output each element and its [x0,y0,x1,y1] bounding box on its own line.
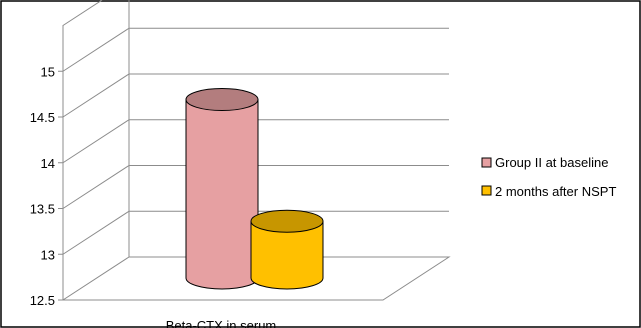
bar-1-body [185,99,259,290]
y-tick-label: 14.5 [30,110,55,125]
bar-1-top [185,88,259,112]
gridline [62,27,449,72]
bar-2-top [250,209,324,233]
category-label: Beta-CTX in serum [166,318,277,328]
gridline [62,119,449,164]
y-tick-label: 12.5 [30,293,55,308]
y-tick-label: 13.5 [30,202,55,217]
legend-label-series-1: Group II at baseline [495,155,608,170]
bar-1 [185,88,259,290]
y-tick-label: 14 [41,156,55,171]
bar-2-body [250,220,324,290]
legend-swatch-series-2 [481,185,492,196]
y-axis-ticks: 12.5 13 13.5 14 14.5 15 [30,64,63,308]
legend: Group II at baseline 2 months after NSPT [481,155,616,199]
y-tick-label: 15 [41,64,55,79]
legend-swatch-series-1 [481,157,492,168]
legend-label-series-2: 2 months after NSPT [495,184,616,199]
gridlines [62,27,449,255]
bars [185,88,324,290]
gridline [62,73,449,118]
gridline [62,210,449,255]
bar-2 [250,209,324,290]
y-tick-label: 13 [41,247,55,262]
floor [61,256,451,301]
gridline [62,165,449,209]
